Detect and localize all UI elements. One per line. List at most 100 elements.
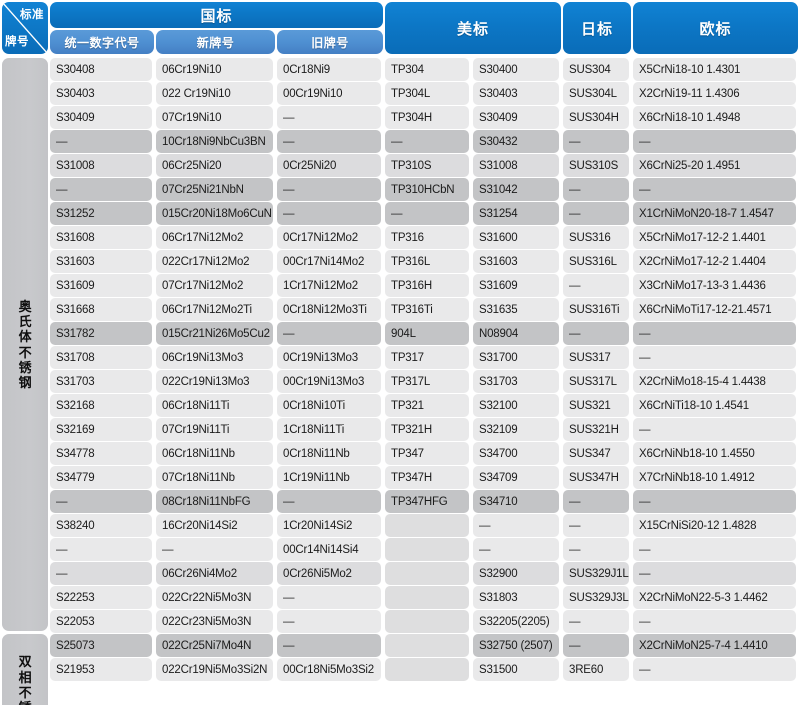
table-cell: TP347: [385, 442, 469, 465]
table-cell: S22053: [50, 610, 152, 633]
table-cell: TP310S: [385, 154, 469, 177]
table-cell: S32750 (2507): [473, 634, 559, 657]
table-cell: —: [385, 130, 469, 153]
table-cell: S31703: [50, 370, 152, 393]
table-cell: —: [563, 514, 629, 537]
header-group-jis[interactable]: 日标: [563, 2, 631, 54]
table-cell: 00Cr18Ni5Mo3Si2: [277, 658, 381, 681]
table-cell-empty: [385, 562, 469, 585]
table-cell: TP304H: [385, 106, 469, 129]
table-cell: —: [563, 490, 629, 513]
table-cell: S31600: [473, 226, 559, 249]
table-cell: X2CrNiMo17-12-2 1.4404: [633, 250, 796, 273]
table-cell: 0Cr17Ni12Mo2: [277, 226, 381, 249]
header-group-en[interactable]: 欧标: [633, 2, 798, 54]
table-cell: S30400: [473, 58, 559, 81]
table-cell: 06Cr19Ni10: [156, 58, 273, 81]
table-cell: 00Cr14Ni14Si4: [277, 538, 381, 561]
table-cell: S34700: [473, 442, 559, 465]
table-cell: S31609: [50, 274, 152, 297]
table-cell: X2CrNiMo18-15-4 1.4438: [633, 370, 796, 393]
header-sub-old-grade[interactable]: 旧牌号: [277, 30, 383, 54]
table-cell: 00Cr19Ni10: [277, 82, 381, 105]
table-cell: S32900: [473, 562, 559, 585]
table-cell: 3RE60: [563, 658, 629, 681]
table-cell: 0Cr18Ni9: [277, 58, 381, 81]
header-sub-unified-code[interactable]: 统一数字代号: [50, 30, 154, 54]
table-cell: S31008: [473, 154, 559, 177]
table-cell: —: [277, 610, 381, 633]
table-cell: —: [277, 202, 381, 225]
table-cell: S30432: [473, 130, 559, 153]
table-cell: —: [277, 322, 381, 345]
table-cell: 06Cr17Ni12Mo2: [156, 226, 273, 249]
table-cell: SUS317: [563, 346, 629, 369]
table-cell: S21953: [50, 658, 152, 681]
table-cell: TP304L: [385, 82, 469, 105]
table-cell: SUS310S: [563, 154, 629, 177]
table-cell: 1Cr17Ni12Mo2: [277, 274, 381, 297]
table-cell: —: [50, 490, 152, 513]
corner-grade-label: 牌号: [5, 36, 29, 48]
table-cell: 00Cr17Ni14Mo2: [277, 250, 381, 273]
row-group-label-char: 不: [18, 344, 32, 360]
header-sub-new-grade[interactable]: 新牌号: [156, 30, 275, 54]
table-cell: S31254: [473, 202, 559, 225]
table-cell: X6CrNi18-10 1.4948: [633, 106, 796, 129]
table-cell: —: [50, 538, 152, 561]
table-cell: SUS316Ti: [563, 298, 629, 321]
table-cell: TP347H: [385, 466, 469, 489]
table-cell: —: [633, 490, 796, 513]
table-cell: —: [473, 514, 559, 537]
table-cell: S30409: [50, 106, 152, 129]
table-cell: X15CrNiSi20-12 1.4828: [633, 514, 796, 537]
table-cell: SUS317L: [563, 370, 629, 393]
table-cell: S30403: [50, 82, 152, 105]
table-cell: 022Cr22Ni5Mo3N: [156, 586, 273, 609]
corner-standard-label: 标准: [20, 9, 44, 21]
table-cell: S30408: [50, 58, 152, 81]
table-cell: —: [277, 178, 381, 201]
table-cell: 06Cr18Ni11Ti: [156, 394, 273, 417]
table-cell: X6CrNiNb18-10 1.4550: [633, 442, 796, 465]
table-cell: X6CrNi25-20 1.4951: [633, 154, 796, 177]
table-cell: TP316: [385, 226, 469, 249]
table-cell: —: [385, 202, 469, 225]
header-group-gb[interactable]: 国标: [50, 2, 383, 28]
table-cell-empty: [385, 658, 469, 681]
table-cell: —: [563, 202, 629, 225]
table-cell: SUS304H: [563, 106, 629, 129]
table-cell: —: [277, 490, 381, 513]
table-cell: SUS316: [563, 226, 629, 249]
table-cell: 07Cr18Ni11Nb: [156, 466, 273, 489]
table-cell: SUS304L: [563, 82, 629, 105]
table-cell: S31603: [50, 250, 152, 273]
table-cell: SUS347: [563, 442, 629, 465]
table-cell: TP321H: [385, 418, 469, 441]
table-cell: S31008: [50, 154, 152, 177]
table-cell: 07Cr19Ni11Ti: [156, 418, 273, 441]
table-cell: S31703: [473, 370, 559, 393]
table-cell: TP317L: [385, 370, 469, 393]
table-cell: 015Cr21Ni26Mo5Cu2: [156, 322, 273, 345]
table-cell: TP321: [385, 394, 469, 417]
table-cell: 022Cr19Ni5Mo3Si2N: [156, 658, 273, 681]
header-group-astm[interactable]: 美标: [385, 2, 561, 54]
table-cell: 06Cr25Ni20: [156, 154, 273, 177]
table-cell: S22253: [50, 586, 152, 609]
table-cell: X2CrNi19-11 1.4306: [633, 82, 796, 105]
table-cell: —: [277, 634, 381, 657]
table-cell: S32168: [50, 394, 152, 417]
table-cell: 0Cr18Ni10Ti: [277, 394, 381, 417]
table-cell: TP316H: [385, 274, 469, 297]
table-cell: —: [156, 538, 273, 561]
table-cell: X6CrNiMoTi17-12-21.4571: [633, 298, 796, 321]
table-cell: X5CrNiMo17-12-2 1.4401: [633, 226, 796, 249]
table-cell: —: [277, 586, 381, 609]
row-group-label-char: 氏: [18, 313, 32, 329]
table-cell: —: [563, 274, 629, 297]
table-cell: —: [50, 130, 152, 153]
table-cell: —: [563, 130, 629, 153]
table-cell: —: [633, 346, 796, 369]
